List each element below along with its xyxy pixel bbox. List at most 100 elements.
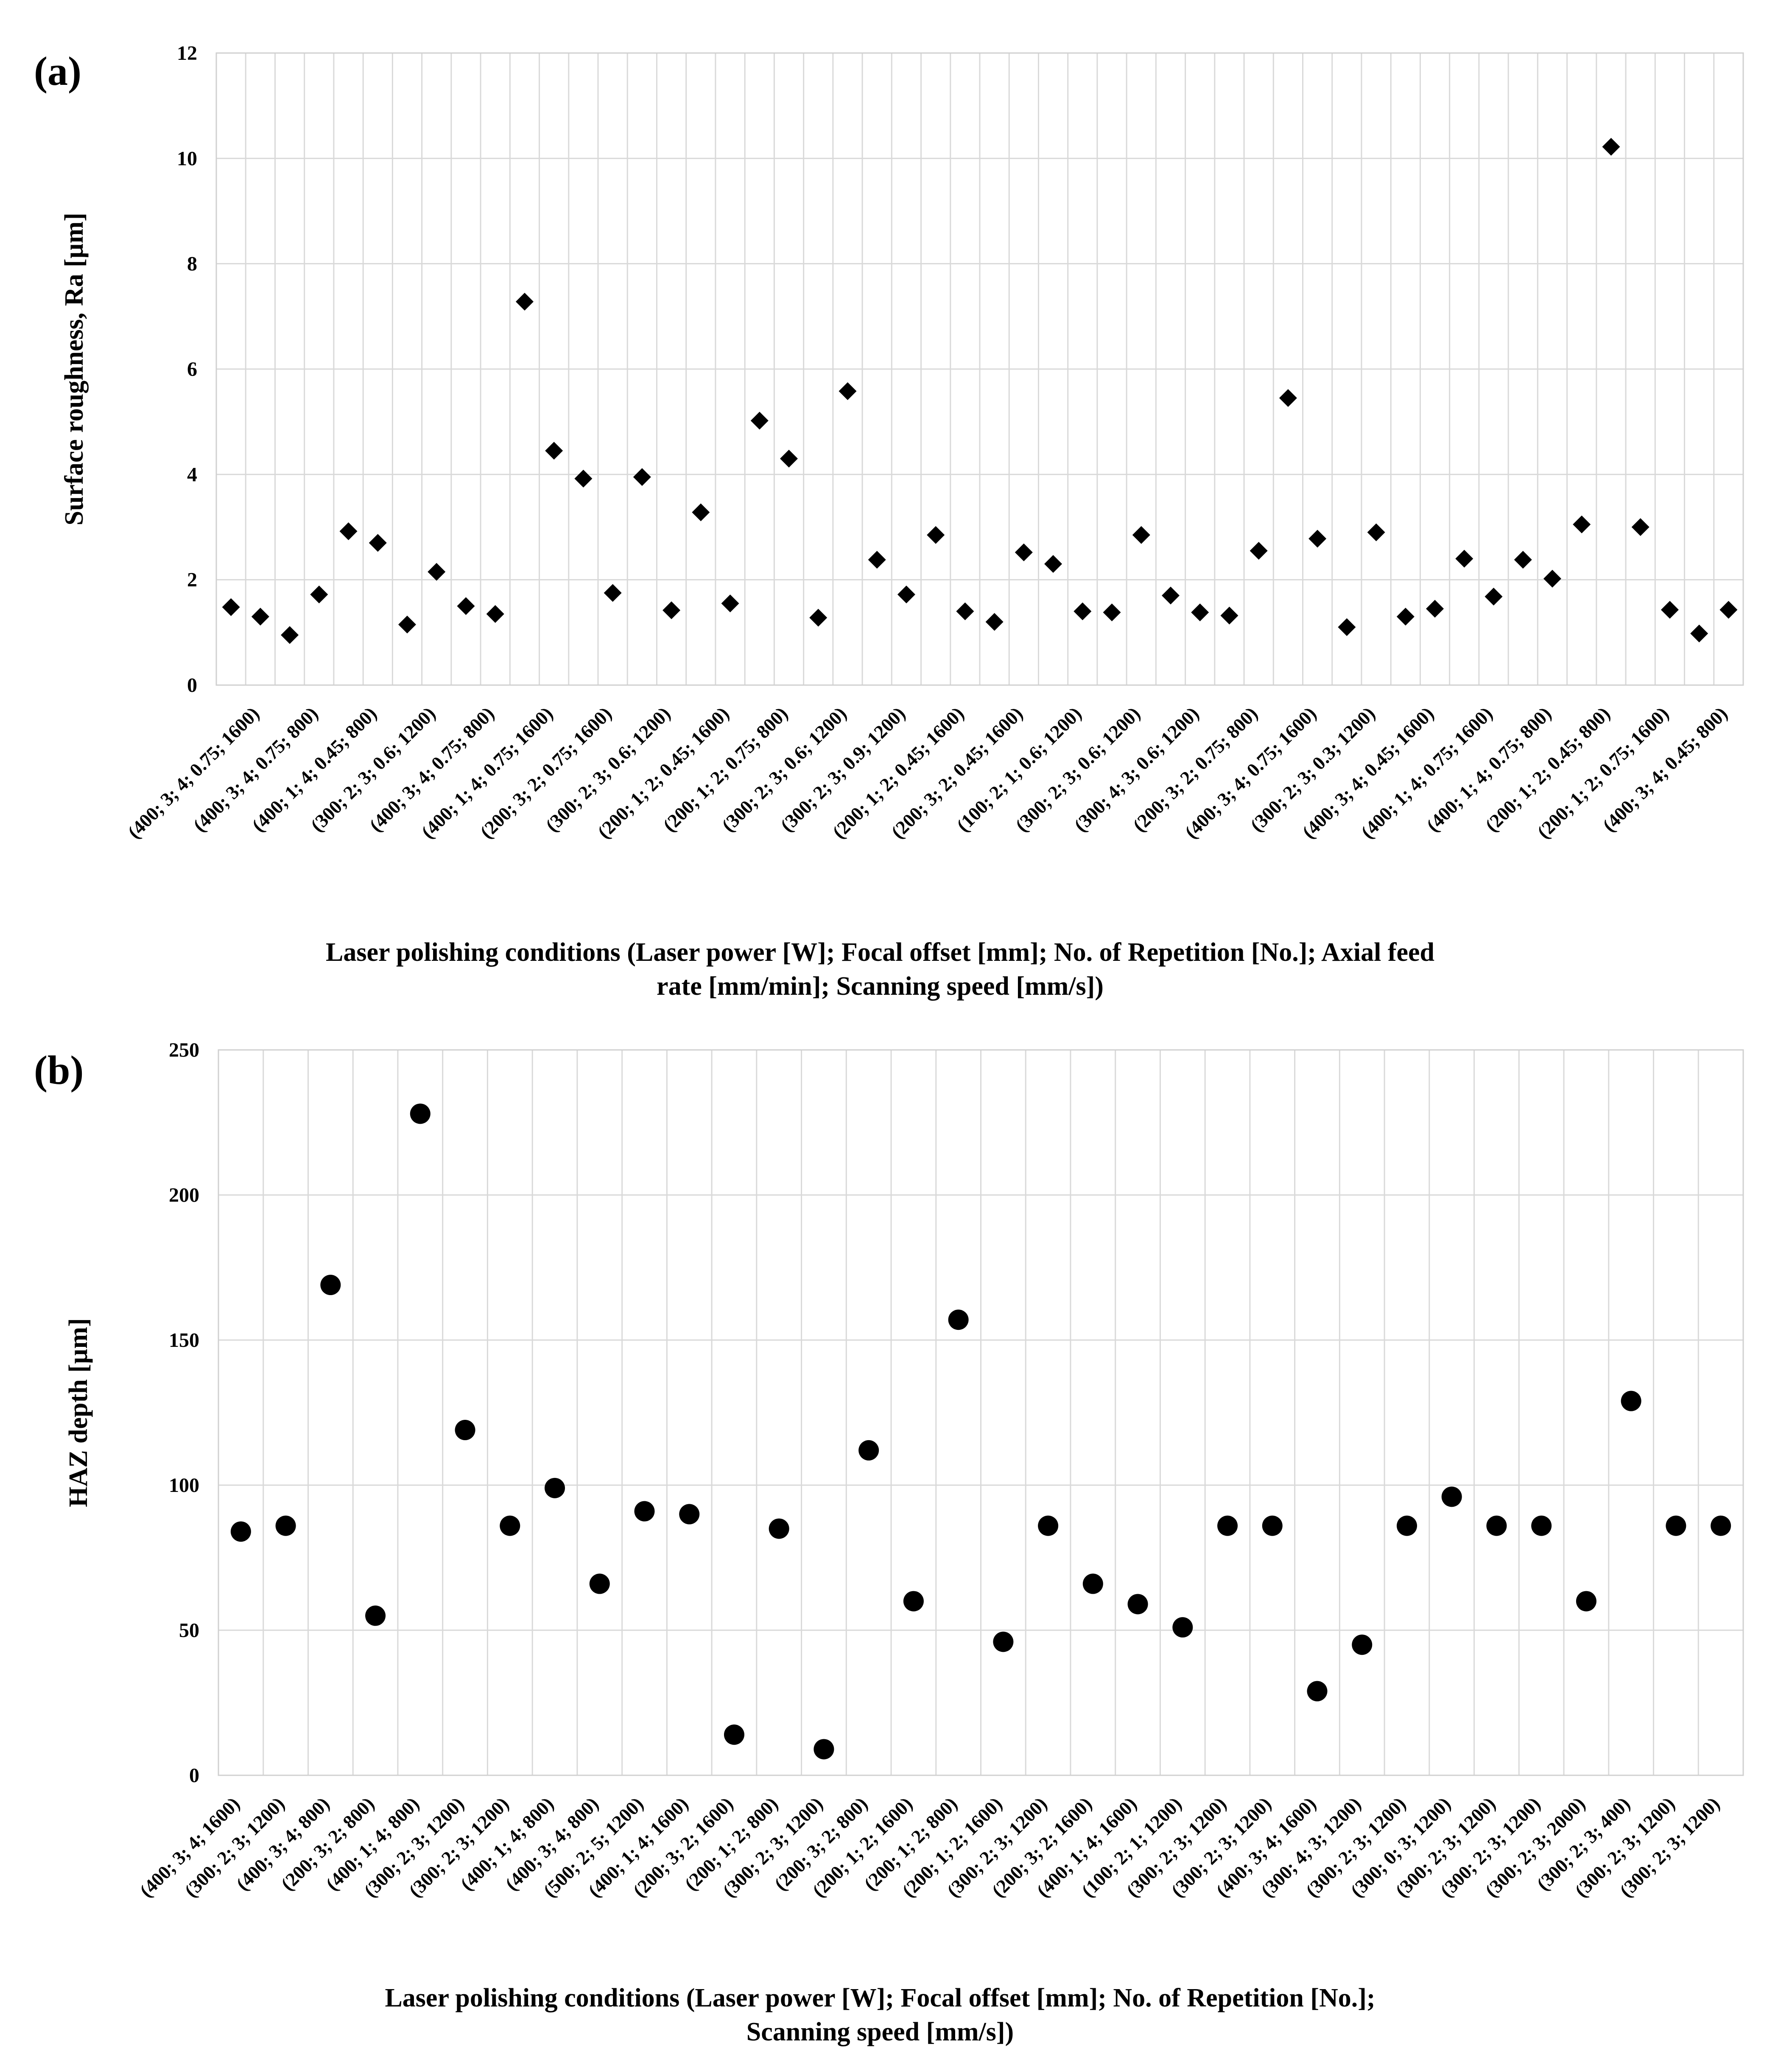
data-point-diamond [1573,515,1591,534]
data-point-diamond [486,605,504,623]
data-point-diamond [839,382,857,400]
data-point-diamond [633,468,651,486]
data-point-circle [993,1631,1014,1652]
y-tick-label: 2 [187,569,197,591]
data-point-circle [769,1518,789,1539]
data-point-diamond [780,450,798,468]
data-point-diamond [692,503,710,521]
data-point-circle [1082,1573,1103,1594]
y-axis-title: Surface roughness, Ra [µm] [60,213,89,525]
data-point-diamond [809,609,828,627]
data-point-diamond [1661,601,1679,619]
data-point-diamond [457,597,475,615]
data-point-diamond [1426,599,1444,618]
data-point-circle [1621,1391,1641,1411]
y-tick-label: 12 [177,42,197,64]
data-point-diamond [1250,542,1268,560]
data-point-circle [1262,1515,1283,1536]
data-point-circle [1486,1515,1507,1536]
data-point-diamond [985,613,1004,631]
y-tick-label: 250 [169,1039,199,1061]
data-point-diamond [927,526,945,544]
data-point-diamond [1132,526,1150,544]
data-point-diamond [897,585,915,604]
data-point-circle [814,1739,834,1760]
data-point-diamond [604,584,622,602]
data-point-diamond [1396,607,1415,626]
data-point-diamond [251,607,269,626]
data-point-circle [230,1521,251,1542]
data-point-circle [589,1573,610,1594]
data-point-diamond [310,585,328,604]
data-point-diamond [1279,389,1297,407]
data-point-diamond [1455,550,1473,568]
data-point-circle [1666,1515,1686,1536]
data-point-circle [1038,1515,1059,1536]
panel-label: (b) [34,1047,84,1093]
plot-frame [215,52,1744,686]
data-point-circle [410,1103,431,1124]
y-tick-label: 150 [169,1329,199,1352]
data-point-diamond [1484,588,1503,606]
data-point-diamond [721,594,739,613]
data-point-diamond [956,602,974,621]
data-point-diamond [750,411,769,430]
data-point-circle [948,1310,969,1330]
y-tick-label: 0 [187,674,197,697]
y-tick-label: 50 [179,1619,199,1642]
plot-frame [218,1049,1744,1776]
data-point-circle [1352,1634,1373,1655]
data-point-circle [858,1440,879,1461]
y-tick-label: 100 [169,1474,199,1497]
data-point-diamond [369,534,387,552]
data-point-diamond [1044,555,1062,573]
data-point-circle [1711,1515,1731,1536]
data-point-circle [634,1501,655,1522]
data-point-diamond [868,551,886,569]
data-point-circle [1172,1617,1193,1638]
data-point-diamond [222,598,240,616]
y-tick-label: 10 [177,147,197,170]
data-point-diamond [398,616,416,634]
data-point-diamond [1191,603,1209,621]
data-point-circle [1127,1594,1148,1615]
data-point-diamond [339,522,358,540]
y-tick-label: 4 [187,463,197,486]
data-point-circle [724,1724,744,1745]
data-point-diamond [1514,551,1532,569]
y-axis-title: HAZ depth [µm] [64,1318,93,1507]
data-point-circle [320,1275,341,1296]
data-point-diamond [1015,543,1033,562]
data-point-diamond [663,601,681,619]
data-point-circle [545,1478,565,1498]
x-axis-title-line-2: rate [mm/min]; Scanning speed [mm/s]) [657,972,1104,1001]
data-point-diamond [1308,529,1327,548]
panel-label: (a) [34,48,81,94]
data-point-diamond [1338,618,1356,636]
data-point-circle [500,1515,520,1536]
x-axis-title-line-1: Laser polishing conditions (Laser power … [385,1984,1375,2012]
data-point-circle [1441,1486,1462,1507]
data-point-circle [365,1605,386,1626]
data-point-diamond [1543,570,1561,588]
data-point-diamond [1367,523,1385,541]
data-point-circle [455,1420,475,1441]
data-point-circle [1217,1515,1238,1536]
data-point-circle [1531,1515,1552,1536]
data-point-diamond [1690,624,1708,643]
data-point-circle [903,1591,924,1612]
y-tick-label: 200 [169,1184,199,1206]
data-point-diamond [1074,602,1092,621]
data-point-diamond [1103,603,1121,621]
data-point-diamond [515,293,534,311]
data-point-circle [1307,1681,1328,1701]
data-point-diamond [1719,601,1738,619]
data-point-circle [275,1515,296,1536]
y-tick-label: 0 [189,1764,199,1787]
x-axis-title-line-1: Laser polishing conditions (Laser power … [326,938,1434,967]
data-point-diamond [1162,586,1180,604]
y-tick-label: 8 [187,253,197,275]
data-point-diamond [281,626,299,644]
data-point-diamond [1631,518,1649,536]
